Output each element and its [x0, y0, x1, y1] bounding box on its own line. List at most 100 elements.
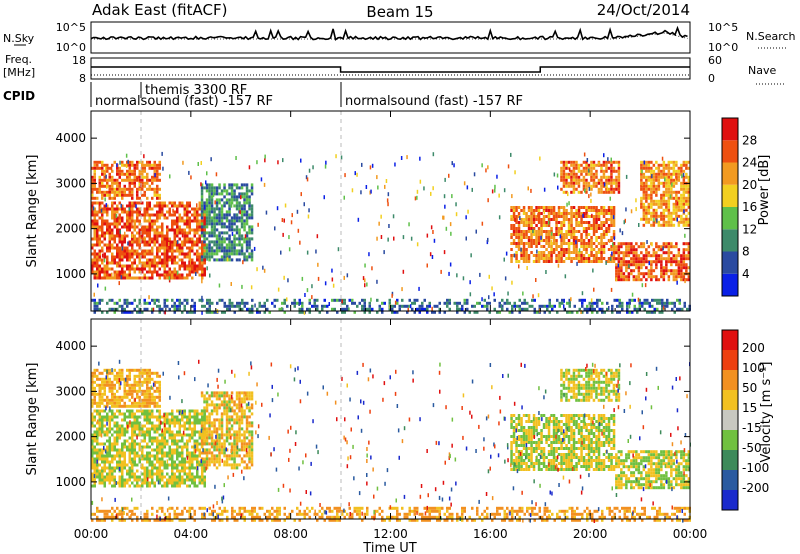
velocity-cell — [171, 451, 174, 455]
power-cell — [240, 204, 244, 208]
power-cell — [610, 245, 613, 248]
power-cell — [363, 301, 366, 305]
velocity-cell — [93, 436, 96, 440]
power-cell — [111, 243, 114, 247]
power-cell — [133, 298, 136, 302]
power-cell — [153, 213, 156, 217]
power-cell — [351, 298, 354, 302]
velocity-cell — [103, 389, 106, 393]
power-cell — [391, 307, 394, 311]
power-cell — [248, 231, 251, 235]
velocity-cell — [173, 436, 176, 440]
velocity-cell — [133, 418, 136, 422]
power-cell — [338, 298, 341, 302]
power-cell — [126, 193, 129, 197]
power-cell — [545, 260, 548, 263]
power-cell — [136, 243, 139, 247]
power-cell — [245, 210, 249, 214]
power-cell — [230, 201, 234, 205]
power-cell — [595, 218, 598, 221]
power-cell — [201, 264, 204, 268]
power-scatter-cell — [387, 202, 389, 207]
power-scatter-cell — [432, 230, 434, 234]
power-cell — [602, 209, 606, 212]
velocity-cell — [106, 401, 109, 405]
power-cell — [116, 187, 119, 191]
power-cell — [527, 221, 531, 224]
power-cell — [171, 204, 174, 208]
power-cell — [238, 186, 241, 190]
power-cell — [121, 270, 124, 274]
velocity-cell — [118, 481, 121, 485]
power-cell — [148, 237, 151, 241]
power-cell — [672, 205, 676, 209]
power-cell — [560, 221, 563, 224]
power-scatter-cell — [206, 171, 208, 176]
power-cell — [597, 248, 601, 251]
power-cell — [458, 301, 461, 305]
power-cell — [560, 239, 563, 242]
velocity-cell — [113, 484, 116, 488]
velocity-cell — [156, 430, 159, 434]
velocity-cell — [121, 371, 124, 375]
power-cell — [173, 204, 176, 208]
power-scatter-cell — [661, 156, 664, 161]
power-cell — [590, 172, 593, 176]
power-cell — [138, 270, 141, 274]
power-cell — [166, 298, 169, 302]
power-cell — [652, 169, 656, 173]
power-cell — [93, 276, 96, 280]
power-cell — [612, 224, 616, 227]
power-cell — [131, 237, 134, 241]
power-cell — [396, 301, 399, 305]
power-cell — [193, 231, 196, 235]
power-cell — [657, 187, 661, 191]
velocity-cell — [141, 368, 144, 372]
velocity-cell — [161, 448, 164, 452]
velocity-cell — [143, 415, 146, 419]
velocity-cell — [151, 475, 154, 479]
power-cell — [682, 181, 686, 185]
power-scatter-cell — [416, 189, 419, 194]
velocity-cell — [101, 478, 104, 482]
velocity-cell — [113, 442, 116, 446]
power-cell — [141, 172, 144, 176]
power-scatter-cell — [630, 209, 633, 214]
power-cell — [537, 221, 541, 224]
power-cell — [680, 184, 683, 188]
power-cell — [562, 215, 566, 218]
velocity-cell — [148, 430, 151, 434]
velocity-cell — [128, 404, 131, 408]
power-cell — [228, 219, 231, 223]
power-cell — [235, 228, 239, 232]
velocity-cell — [196, 442, 199, 446]
velocity-cell — [123, 383, 126, 387]
power-cell — [98, 243, 101, 247]
power-cell — [218, 210, 221, 214]
power-cell — [133, 219, 136, 223]
power-cell — [675, 272, 678, 276]
power-cell — [602, 175, 606, 179]
power-cell — [542, 221, 546, 224]
power-cell — [547, 254, 551, 257]
power-cell — [562, 209, 566, 212]
power-cell — [98, 228, 101, 232]
power-cell — [461, 304, 464, 308]
power-cell — [283, 310, 286, 314]
velocity-cell — [191, 460, 194, 464]
power-cell — [687, 160, 691, 164]
power-scatter-cell — [494, 188, 496, 193]
velocity-cell — [101, 451, 104, 455]
power-cell — [188, 258, 191, 262]
velocity-cell — [136, 404, 139, 408]
power-cell — [225, 189, 229, 193]
velocity-cell — [136, 481, 139, 485]
power-cell — [225, 213, 229, 217]
power-scatter-cell — [124, 231, 126, 236]
power-cell — [143, 273, 146, 277]
velocity-cell — [111, 466, 114, 470]
power-scatter-cell — [608, 238, 611, 243]
power-cell — [607, 218, 611, 221]
power-cell — [138, 246, 141, 250]
power-cell — [186, 267, 189, 271]
